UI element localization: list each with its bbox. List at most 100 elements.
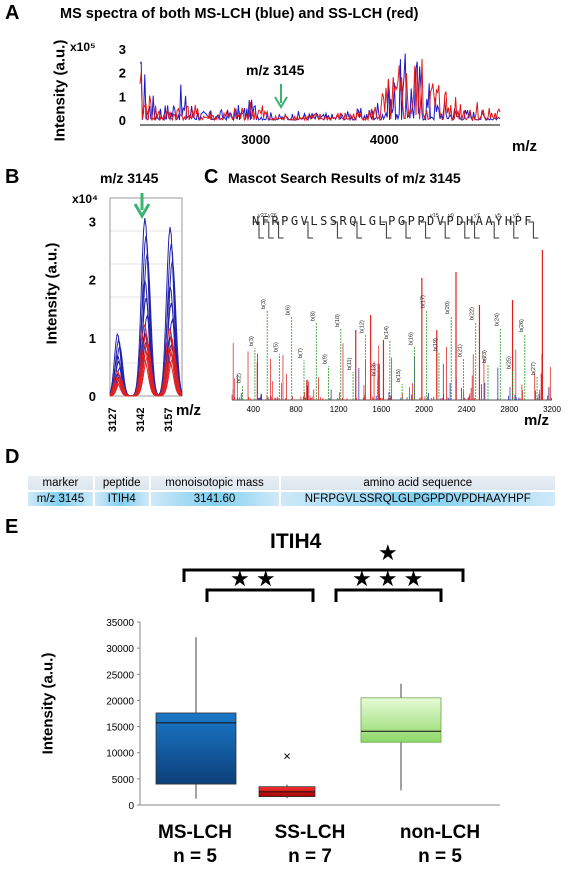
significance-brackets (182, 568, 465, 602)
panel-e-y-tick: 0 (128, 801, 134, 812)
panel-e-boxes: × (155, 637, 442, 799)
panel-c-b-ion-label: b(22) (470, 307, 476, 320)
panel-b-y-tick: 2 (89, 273, 96, 288)
panel-c-y-ion-label: y9 (448, 213, 454, 219)
panel-c-b-ion-label: b(11) (347, 357, 353, 370)
cell-sequence: NFRPGVLSSRQLGLPGPPDVPDHAAYHPF (280, 492, 555, 506)
panel-c-x-tick: 1600 (372, 405, 390, 414)
panel-e-y-tick: 35000 (106, 618, 134, 629)
panel-a-annotation: m/z 3145 (246, 62, 305, 78)
panel-a-y-tick: 3 (119, 42, 126, 57)
cell-marker: m/z 3145 (28, 492, 93, 506)
panel-e-y-tick: 25000 (106, 670, 134, 681)
panel-b-y-tick: 0 (89, 389, 96, 404)
panel-b-zoom-spectrum: 0 1 2 3 3127 3142 3157 (89, 193, 183, 432)
panel-c-peaks (231, 250, 552, 400)
panel-c-xlabel: m/z (524, 412, 550, 429)
panel-a-y-tick: 2 (119, 66, 126, 81)
panel-c-ion-bracket (273, 221, 284, 239)
panel-a-exponent: x10⁵ (70, 40, 96, 54)
panel-b-axes: 0 1 2 3 3127 3142 3157 (89, 197, 183, 432)
panel-c-x-tick: 1200 (330, 405, 348, 414)
panel-b-ms-lch-trace (109, 253, 183, 397)
panel-b-title: m/z 3145 (100, 170, 159, 186)
panel-c-b-ion-label: b(9) (323, 354, 329, 364)
panel-c-b-ion-label: b(3) (249, 336, 255, 346)
group-name-ss-lch: SS-LCH (274, 822, 346, 843)
panel-c-b-ion-label: b(15) (396, 369, 402, 382)
panel-a-series-ms-lch (139, 53, 501, 122)
panel-c-b-ion-label: b(16) (408, 332, 414, 345)
panel-c-x-tick: 2000 (415, 405, 433, 414)
panel-e-y-tick: 5000 (112, 775, 135, 786)
panel-a-series-ss-lch (139, 58, 501, 122)
panel-letter-a: A (5, 2, 20, 24)
panel-c-b-ion-label: b(12) (359, 320, 365, 333)
panel-c-ion-bracket (303, 221, 313, 239)
box-ms-lch (155, 712, 237, 785)
panel-b-ss-lch-trace (109, 350, 183, 397)
panel-a-series (139, 53, 501, 122)
panel-c-b-ion-label: b(13) (372, 363, 378, 376)
panel-c-y-ion-label: y15 (430, 213, 439, 219)
panel-c-ion-bracket (459, 221, 470, 239)
group-name-ms-lch: MS-LCH (158, 822, 232, 843)
panel-letter-e: E (5, 516, 19, 538)
panel-e-y-tick: 30000 (106, 644, 134, 655)
panel-c-b-ion-label: b(3) (261, 299, 267, 309)
panel-c-x-tick: 2800 (500, 405, 518, 414)
panel-a-x-tick: 4000 (370, 132, 399, 147)
panel-c-b-ion-label: b(17) (421, 295, 427, 308)
panel-a-axes: 0 1 2 3 3000 4000 (119, 42, 500, 147)
panel-e-title: ITIH4 (270, 530, 322, 553)
panel-c-ion-bracket (381, 221, 392, 239)
panel-c-y-ion-label: y3 (513, 213, 519, 219)
panel-a-title: MS spectra of both MS-LCH (blue) and SS-… (60, 6, 419, 22)
panel-b-y-tick: 3 (89, 214, 96, 229)
panel-b-ss-lch-trace (109, 355, 183, 397)
box-non-lch (360, 697, 442, 743)
peptide-table-row: m/z 3145 ITIH4 3141.60 NFRPGVLSSRQLGLPGP… (28, 492, 555, 506)
panel-c-x-tick: 2400 (458, 405, 476, 414)
panel-c-x-tick: 3200 (543, 405, 561, 414)
panel-c-ion-bracket (263, 221, 274, 239)
panel-c-sequence: NFRPGVLSSRQLGLPGPPDVPDHAAYHPF (252, 214, 535, 228)
group-name-non-lch: non-LCH (399, 822, 481, 843)
cell-peptide: ITIH4 (94, 492, 149, 506)
panel-c-b-ion-label: b(21) (457, 344, 463, 357)
panel-c-ion-bracket (508, 221, 519, 239)
panel-c-ion-bracket (332, 221, 343, 239)
panel-c-ion-bracket (254, 221, 264, 239)
panel-b-arrow-icon (133, 193, 151, 219)
panel-a-y-tick: 1 (119, 89, 126, 104)
panel-c-b-ion-label: b(26) (519, 319, 525, 332)
panel-c-title: Mascot Search Results of m/z 3145 (228, 170, 461, 186)
panel-c-b-ion-label: b(19) (433, 338, 439, 351)
panel-c-ion-bracket (489, 221, 500, 239)
panel-a-y-tick: 0 (119, 113, 126, 128)
panel-c-b-ion-label: b(25) (507, 356, 513, 369)
panel-b-x-tick: 3142 (135, 408, 147, 432)
header-mass: monoisotopic mass (150, 476, 279, 490)
panel-c-b-ion-label: b(14) (384, 326, 390, 339)
panel-c-x-tick: 400 (247, 405, 261, 414)
panel-a-arrow-icon (274, 84, 288, 109)
panel-letter-b: B (5, 166, 20, 188)
panel-b-xlabel: m/z (176, 402, 202, 419)
panel-c-axes: 400 800 1200 1600 2000 2400 2800 3200 (232, 399, 561, 414)
panel-c-b-ion-label: b(2) (237, 373, 243, 383)
panel-a-x-tick: 3000 (241, 132, 270, 147)
group-labels: MS-LCH n = 5 SS-LCH n = 7 non-LCH n = 5 (0, 822, 567, 874)
panel-c-y-ion-label: y27 (258, 213, 267, 219)
header-sequence: amino acid sequence (280, 476, 555, 490)
group-n-non-lch: n = 5 (418, 846, 462, 867)
panel-letter-c: C (204, 166, 219, 188)
panel-c-b-ion-label: b(23) (482, 350, 488, 363)
panel-b-x-tick: 3157 (163, 408, 175, 432)
header-peptide: peptide (94, 476, 149, 490)
panel-c-b-ion-label: b(20) (445, 301, 451, 314)
peptide-table-header: marker peptide monoisotopic mass amino a… (28, 476, 555, 490)
panel-b-exponent: x10⁴ (72, 192, 98, 206)
panel-c-ion-bracket (352, 221, 362, 239)
panel-c-y-ion-label: y5 (495, 213, 501, 219)
